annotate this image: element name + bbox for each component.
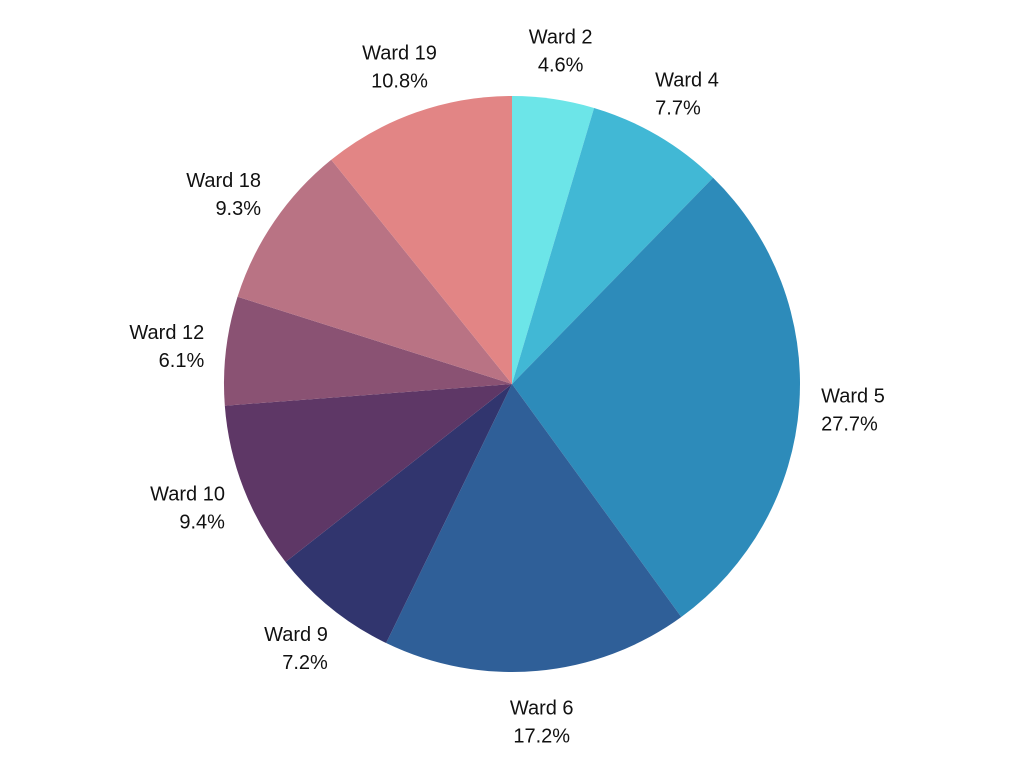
- pie-slice-ward-6: [386, 384, 682, 672]
- pie-slice-ward-18: [237, 159, 513, 384]
- pie-slice-ward-12: [223, 296, 512, 406]
- pie-slice-ward-19: [331, 96, 512, 384]
- slice-value-ward-18: 9.3%: [215, 198, 261, 220]
- slice-label-ward-6: Ward 6: [510, 698, 574, 720]
- slice-value-ward-10: 9.4%: [179, 511, 225, 533]
- pie-slice-ward-4: [512, 107, 714, 384]
- pie-slice-ward-2: [512, 96, 595, 384]
- slice-value-ward-9: 7.2%: [282, 652, 328, 674]
- slice-label-ward-9: Ward 9: [264, 624, 328, 646]
- slice-value-ward-19: 10.8%: [371, 70, 428, 92]
- slice-label-ward-5: Ward 5: [821, 385, 885, 407]
- slice-label-ward-4: Ward 4: [655, 70, 719, 92]
- slice-value-ward-6: 17.2%: [513, 726, 570, 748]
- slice-value-ward-5: 27.7%: [821, 413, 878, 435]
- pie-slice-ward-5: [512, 177, 800, 617]
- slice-value-ward-12: 6.1%: [159, 350, 205, 372]
- slice-label-ward-10: Ward 10: [150, 483, 225, 505]
- slice-value-ward-4: 7.7%: [655, 98, 701, 120]
- slice-label-ward-2: Ward 2: [529, 27, 593, 49]
- pie-slice-ward-9: [285, 384, 512, 644]
- slice-label-ward-12: Ward 12: [129, 322, 204, 344]
- pie-slice-ward-10: [224, 384, 512, 562]
- slice-label-ward-19: Ward 19: [362, 42, 437, 64]
- slice-value-ward-2: 4.6%: [538, 55, 584, 77]
- slice-label-ward-18: Ward 18: [186, 170, 261, 192]
